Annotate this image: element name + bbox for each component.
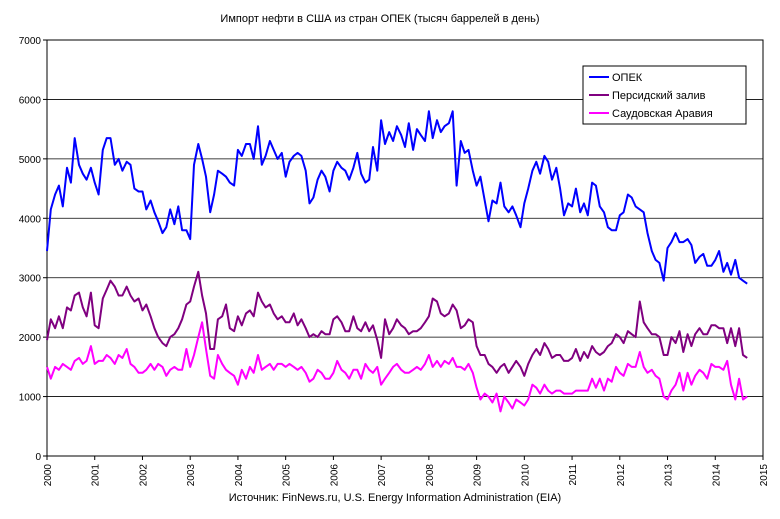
x-tick-label: 2000 bbox=[43, 464, 54, 487]
x-tick-label: 2011 bbox=[568, 464, 579, 486]
x-tick-label: 2012 bbox=[616, 464, 627, 487]
series-line-0 bbox=[46, 110, 748, 285]
y-tick-label: 6000 bbox=[19, 95, 42, 106]
x-axis: 2000 2001 2002 2003 2004 2005 2006 2007 2008 2009… bbox=[43, 456, 770, 486]
x-tick-label: 2015 bbox=[759, 464, 770, 487]
x-tick-label: 2001 bbox=[91, 464, 102, 487]
y-tick-label: 3000 bbox=[19, 274, 42, 285]
x-tick-label: 2014 bbox=[711, 464, 722, 487]
x-tick-label: 2002 bbox=[138, 464, 149, 487]
x-tick-label: 2005 bbox=[282, 464, 293, 487]
legend-label: Персидский залив bbox=[612, 90, 706, 102]
chart-title: Импорт нефти в США из стран ОПЕК (тысяч … bbox=[220, 13, 539, 25]
x-tick-label: 2004 bbox=[234, 464, 245, 487]
legend-box bbox=[582, 65, 747, 125]
x-tick-label: 2010 bbox=[520, 464, 531, 487]
x-tick-label: 2003 bbox=[186, 464, 197, 487]
series-line-1 bbox=[46, 270, 748, 377]
grid bbox=[47, 99, 763, 397]
y-tick-label: 5000 bbox=[19, 155, 42, 166]
y-tick-label: 7000 bbox=[19, 36, 42, 47]
x-tick-label: 2007 bbox=[377, 464, 388, 487]
x-tick-label: 2008 bbox=[425, 464, 436, 487]
y-tick-label: 1000 bbox=[19, 393, 42, 404]
y-axis: 0 1000 2000 3000 4000 5000 6000 7000 bbox=[19, 36, 47, 463]
legend-label: Саудовская Аравия bbox=[612, 108, 713, 120]
y-tick-label: 4000 bbox=[19, 214, 42, 225]
y-tick-label: 2000 bbox=[19, 333, 42, 344]
legend-label: ОПЕК bbox=[612, 72, 643, 84]
x-tick-label: 2006 bbox=[329, 464, 340, 487]
x-tick-label: 2013 bbox=[664, 464, 675, 487]
series-line-2 bbox=[46, 321, 748, 413]
series-lines bbox=[46, 110, 748, 413]
source-note: Источник: FinNews.ru, U.S. Energy Inform… bbox=[229, 492, 561, 504]
x-tick-label: 2009 bbox=[473, 464, 484, 487]
legend: ОПЕК Персидский залив Саудовская Аравия bbox=[582, 65, 747, 125]
y-tick-label: 0 bbox=[35, 452, 41, 463]
